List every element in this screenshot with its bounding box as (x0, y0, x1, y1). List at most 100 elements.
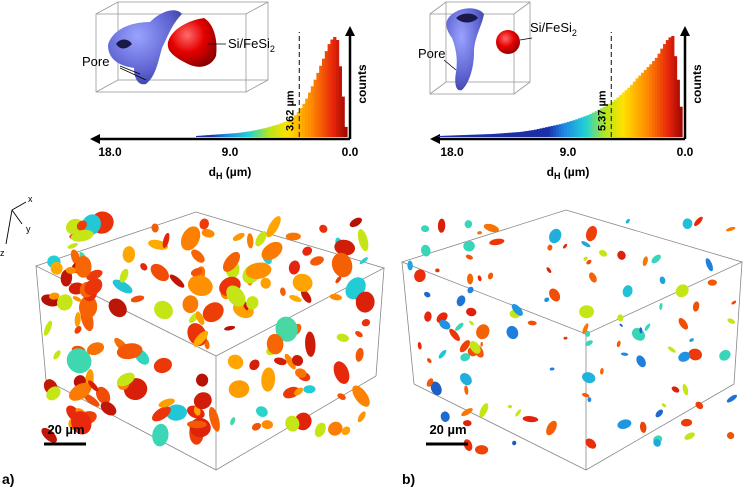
median-label-a: 3.62 µm (284, 90, 296, 131)
particle-shape (167, 18, 217, 67)
particle-a (201, 228, 215, 238)
axis-z-label: z (0, 248, 5, 258)
histogram-bar-a (198, 135, 202, 137)
histogram-bar-a (277, 124, 281, 137)
histogram-bar-b (630, 84, 634, 137)
histogram-b: counts 18.0 9.0 0.0 dH (µm) 5.37 µm (430, 26, 704, 181)
histogram-bar-a (308, 92, 312, 137)
particle-a (295, 368, 307, 378)
histogram-bar-a (201, 135, 205, 137)
particle-b (464, 385, 469, 395)
histogram-bar-b (479, 134, 483, 137)
particle-a (249, 359, 260, 371)
histogram-bar-a (338, 66, 342, 137)
particle-a (158, 398, 175, 408)
particle-b (464, 220, 473, 229)
axis-y-label: y (26, 224, 31, 234)
histogram-bar-a (327, 44, 331, 137)
xlabel-a: dH (µm) (209, 165, 252, 181)
tick-b-2: 0.0 (677, 145, 694, 159)
histogram-bar-a (305, 98, 309, 137)
particle-a (116, 372, 135, 387)
particle-b (671, 386, 680, 393)
histogram-bar-b (641, 72, 645, 137)
particle-a (84, 278, 103, 296)
particle-a (266, 333, 284, 355)
particle-a (232, 232, 245, 241)
particle-a (72, 296, 82, 302)
particle-a (292, 273, 313, 292)
particle-b (600, 368, 604, 375)
particle-a (245, 262, 272, 279)
particle-a (88, 380, 99, 392)
volume-b-box (400, 209, 744, 471)
particle-a (195, 373, 209, 387)
histogram-bar-b (572, 120, 576, 137)
particle-b (438, 349, 447, 359)
particle-b (483, 223, 500, 233)
histogram-bar-b (619, 94, 623, 137)
particle-a (357, 411, 366, 423)
histogram-bar-a (319, 65, 323, 137)
histogram-bar-b (492, 133, 497, 137)
particle-b (675, 284, 689, 298)
y-axis-arrow-a (345, 26, 355, 36)
particle-a (95, 386, 111, 405)
particle-a (266, 216, 281, 238)
histogram-bar-a (232, 133, 236, 137)
pore-shape-b (446, 8, 484, 91)
particle-b (692, 301, 700, 312)
particle-b (620, 352, 629, 356)
panel-a-inset: Pore Si/FeSi2 (82, 1, 275, 93)
histogram-bar-a (266, 127, 270, 137)
particle-a (355, 291, 375, 313)
scalebar-label-b: 20 µm (429, 422, 466, 437)
histogram-bar-a (288, 119, 292, 137)
particle-b (582, 393, 590, 398)
histogram-bar-b (498, 133, 502, 137)
tick-a-2: 0.0 (342, 145, 359, 159)
particle-a (355, 330, 363, 338)
particle-a (193, 330, 209, 347)
particle-b (586, 259, 592, 265)
histogram-bar-b (632, 81, 636, 137)
particle-b (463, 240, 475, 252)
particle-a (222, 251, 241, 272)
particle-a (261, 367, 276, 392)
panel-label-b: b) (402, 471, 415, 487)
histogram-bar-b (591, 112, 595, 137)
particle-b (515, 409, 522, 417)
particle-a (191, 249, 205, 263)
histogram-bar-a (268, 126, 272, 137)
histogram-bar-a (226, 133, 230, 137)
pore-hole-b (456, 13, 478, 23)
particle-a (227, 354, 244, 370)
histogram-bar-b (671, 36, 675, 137)
particle-a (187, 420, 207, 429)
histogram-bar-b (660, 48, 664, 137)
volume-b (400, 209, 744, 471)
particle-shape-b (496, 30, 520, 54)
particle-a (162, 232, 170, 248)
histogram-bar-a (313, 79, 317, 137)
histogram-bar-b (528, 130, 532, 137)
particle-a (291, 355, 304, 366)
histogram-bar-b (443, 135, 447, 137)
histogram-bar-b (451, 135, 455, 137)
histogram-bar-b (446, 135, 450, 137)
particle-b (439, 319, 451, 330)
particle-b (581, 241, 591, 248)
particle-a (150, 263, 169, 282)
histogram-bar-a (316, 72, 320, 137)
particle-b (562, 243, 568, 249)
particle-b (726, 432, 735, 440)
histogram-bar-b (473, 134, 477, 137)
particle-a (294, 387, 304, 396)
particle-a (86, 342, 105, 356)
particle-b (642, 256, 648, 267)
particle-a (255, 231, 267, 247)
particle-a (49, 292, 60, 300)
particle-b (477, 231, 483, 235)
histogram-bar-b (594, 111, 598, 137)
particle-label-b: Si/FeSi2 (530, 20, 577, 38)
